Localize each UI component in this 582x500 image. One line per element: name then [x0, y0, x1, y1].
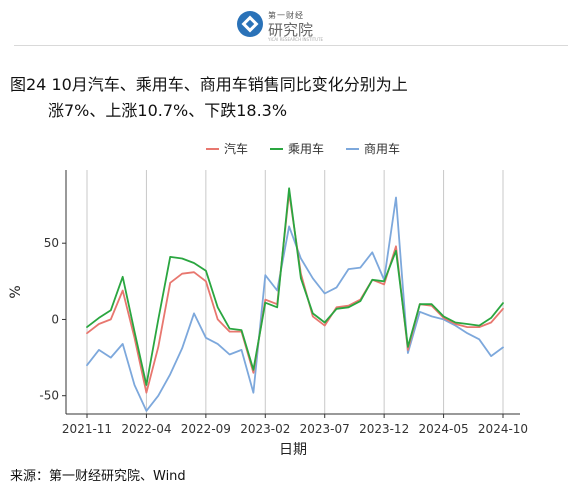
logo-icon — [237, 11, 263, 37]
passenger-series-line — [86, 187, 504, 386]
y-tick-label: -50 — [39, 389, 59, 403]
x-tick-label: 2023-12 — [359, 422, 409, 436]
legend-swatch-passenger — [270, 147, 283, 150]
x-tick-label: 2021-11 — [62, 422, 112, 436]
legend-label-car: 汽车 — [224, 142, 249, 156]
source-note: 来源：第一财经研究院、Wind — [10, 469, 186, 484]
chart-series — [86, 187, 504, 412]
x-tick-label: 2022-09 — [181, 422, 231, 436]
figure-title: 图24 10月汽车、乘用车、商用车销售同比变化分别为上 涨7%、上涨10.7%、… — [10, 72, 570, 124]
logo: 第一财经 研究院 YICAI RESEARCH INSTITUTE — [236, 8, 356, 42]
chart-gridlines — [86, 170, 504, 414]
x-axis-title: 日期 — [279, 442, 307, 458]
legend-swatch-car — [206, 147, 219, 150]
x-tick-label: 2023-02 — [240, 422, 290, 436]
legend-item-commercial: 商用车 — [346, 140, 400, 157]
header-divider — [14, 45, 568, 46]
legend-item-car: 汽车 — [206, 140, 248, 157]
legend-label-passenger: 乘用车 — [288, 142, 325, 156]
x-tick-label: 2024-10 — [478, 422, 528, 436]
y-tick-label: 0 — [51, 312, 59, 326]
commercial-series-line — [86, 196, 504, 412]
x-tick-label: 2023-07 — [300, 422, 350, 436]
y-axis-title: % — [8, 285, 24, 298]
car-series-line — [86, 192, 504, 394]
line-chart: 2021-11 2022-04 2022-09 2023-02 2023-07 2023-… — [8, 170, 528, 458]
y-tick-label: 50 — [44, 236, 59, 250]
legend-label-commercial: 商用车 — [364, 142, 401, 156]
x-tick-label: 2024-05 — [419, 422, 469, 436]
logo-main-text: 研究院 — [268, 21, 314, 39]
figure-title-line2: 涨7%、上涨10.7%、下跌18.3% — [48, 101, 288, 120]
legend-item-passenger: 乘用车 — [270, 140, 324, 157]
logo-sub-text: YICAI RESEARCH INSTITUTE — [268, 37, 324, 42]
logo-top-text: 第一财经 — [268, 11, 304, 20]
x-tick-label: 2022-04 — [121, 422, 171, 436]
chart-labels: 2021-11 2022-04 2022-09 2023-02 2023-07 2023-… — [8, 236, 528, 458]
chart-axes — [62, 170, 520, 418]
legend-swatch-commercial — [346, 147, 359, 150]
figure-title-line1: 图24 10月汽车、乘用车、商用车销售同比变化分别为上 — [10, 75, 408, 94]
